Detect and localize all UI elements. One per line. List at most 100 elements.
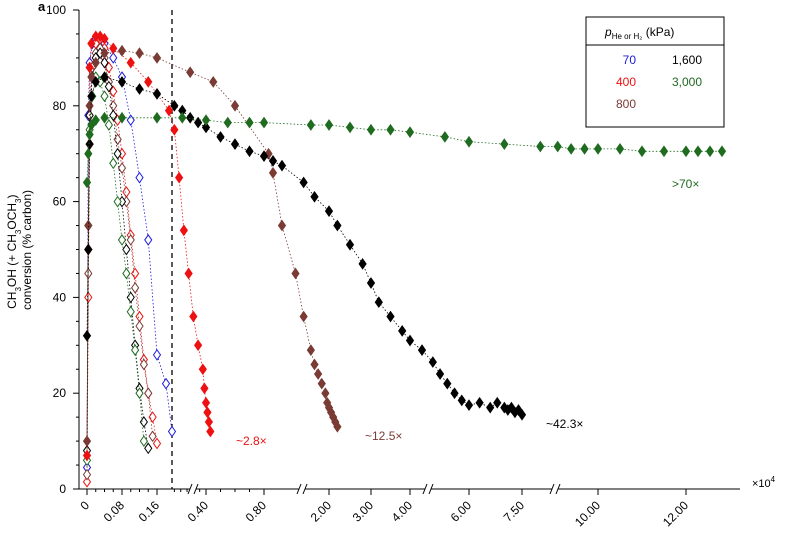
data-point — [152, 52, 162, 64]
annotation-label: ~12.5× — [365, 429, 402, 443]
data-point — [135, 171, 144, 184]
data-point — [386, 310, 395, 323]
series-1-600-h2 — [82, 71, 527, 421]
y-tick-label: 40 — [53, 290, 67, 304]
data-point — [100, 111, 109, 124]
data-point — [500, 138, 509, 150]
data-point — [486, 401, 495, 414]
x-tick-label: 3.00 — [350, 498, 377, 525]
data-point — [109, 157, 118, 170]
x-tick-label: 0 — [77, 498, 92, 513]
series-400-he — [82, 32, 162, 488]
series-line-3-000-he — [86, 76, 145, 461]
data-point — [91, 75, 100, 88]
data-point — [109, 109, 118, 122]
data-point — [117, 234, 127, 246]
y-axis-label-line2: conversion (% carbon) — [20, 190, 34, 310]
data-point — [85, 61, 94, 74]
data-point — [87, 71, 96, 83]
data-point — [113, 133, 122, 146]
data-point — [122, 267, 131, 280]
data-point — [440, 131, 449, 143]
data-point — [126, 291, 135, 304]
x-tick-label: 0.16 — [136, 498, 163, 525]
data-point — [206, 425, 215, 438]
data-point — [428, 356, 437, 368]
data-point — [126, 234, 135, 246]
data-point — [139, 435, 148, 447]
data-point — [126, 305, 135, 318]
data-point — [113, 147, 122, 160]
data-point — [91, 56, 100, 69]
data-point — [100, 47, 109, 59]
axis-break-mark — [549, 483, 555, 495]
data-point — [193, 116, 203, 129]
data-point — [100, 71, 109, 83]
data-point — [186, 66, 195, 79]
x-tick-label: 4.00 — [389, 498, 416, 525]
y-tick-label: 20 — [53, 386, 67, 400]
data-point — [493, 396, 502, 409]
x-tick-label: 0.80 — [243, 498, 270, 525]
x-tick-label: 2.00 — [308, 498, 335, 525]
data-point — [161, 377, 171, 390]
data-point — [87, 37, 96, 50]
data-point — [637, 145, 647, 158]
data-point — [306, 119, 315, 131]
annotation-label: ~42.3× — [546, 417, 583, 431]
data-point — [117, 75, 127, 88]
annotation-label: >70× — [672, 177, 699, 191]
data-point — [386, 123, 395, 136]
data-point — [464, 399, 474, 412]
x-axis-breaks — [187, 483, 561, 495]
data-point — [167, 425, 177, 438]
series-70-he — [82, 32, 177, 474]
data-point — [314, 368, 323, 380]
axis-break-gap — [190, 484, 196, 494]
data-point — [148, 411, 157, 424]
data-point — [259, 116, 269, 129]
data-point — [615, 143, 625, 155]
data-point — [324, 205, 334, 218]
data-point — [553, 140, 562, 153]
data-point — [405, 126, 415, 139]
series-line-70-he — [86, 38, 173, 468]
data-point — [306, 344, 315, 356]
data-point — [317, 377, 326, 390]
data-point — [135, 320, 144, 333]
data-point — [198, 363, 207, 376]
axis-break-mark — [428, 483, 434, 495]
data-point — [175, 171, 184, 184]
y-axis-label: CH3OH (+ CH3OCH3) conversion (% carbon) — [5, 190, 34, 310]
data-point — [398, 325, 407, 337]
series-400-h2 — [82, 30, 215, 462]
data-point — [204, 416, 214, 428]
data-point — [117, 111, 127, 124]
data-point — [201, 396, 211, 409]
data-point — [457, 394, 466, 407]
series-line-1-600-h2 — [86, 76, 523, 416]
data-point — [113, 195, 122, 208]
legend: pHe or H₂ (kPa) 70 1,600 400 3,000 800 — [585, 16, 725, 128]
data-point — [82, 435, 92, 447]
data-point — [178, 111, 187, 124]
annotation-layer: ~2.8× ~12.5× ~42.3× >70× — [236, 177, 699, 448]
data-point — [117, 44, 127, 57]
data-point — [203, 406, 212, 419]
data-point — [152, 437, 162, 450]
data-point — [144, 234, 153, 246]
data-point — [135, 47, 144, 59]
data-point — [450, 387, 459, 400]
data-point — [131, 281, 140, 294]
data-point — [135, 83, 144, 95]
data-point — [122, 186, 131, 198]
data-point — [277, 219, 287, 232]
data-point — [104, 119, 113, 131]
axis-break-mark — [296, 483, 302, 495]
data-point — [152, 111, 162, 124]
data-point — [109, 99, 118, 112]
data-point — [104, 61, 113, 74]
data-point — [693, 145, 703, 158]
series-layer — [82, 30, 727, 488]
data-point — [517, 408, 527, 421]
